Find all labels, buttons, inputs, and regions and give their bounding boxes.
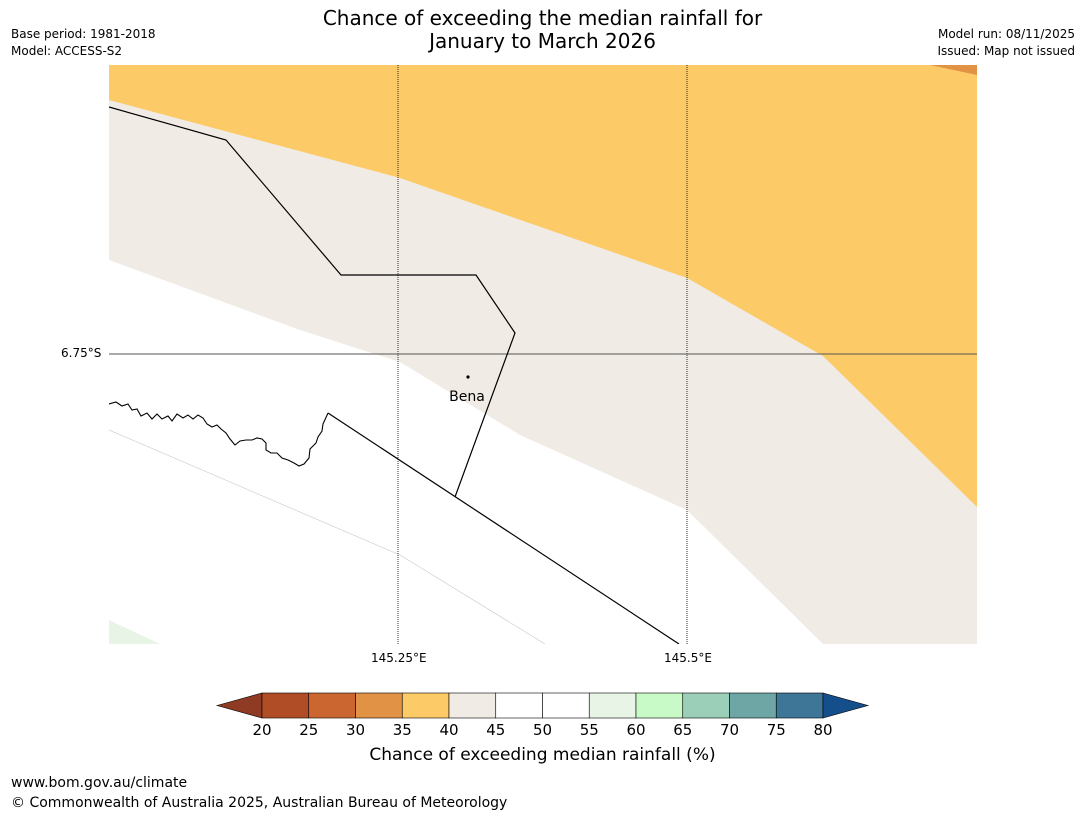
title-line-1: Chance of exceeding the median rainfall …	[322, 6, 763, 30]
region-55-60	[109, 620, 160, 644]
colorbar-tick-label: 40	[439, 721, 458, 739]
lon-label-145-5: 145.5°E	[664, 651, 712, 665]
colorbar-tick-label: 55	[580, 721, 599, 739]
model-run: Model run: 08/11/2025	[937, 27, 1075, 41]
map-area: Bena	[109, 65, 977, 644]
colorbar-label: Chance of exceeding median rainfall (%)	[369, 745, 716, 765]
colorbar-cell	[261, 692, 310, 719]
colorbar-tick-label: 35	[393, 721, 412, 739]
colorbar-tick-label: 50	[533, 721, 552, 739]
colorbar-ticks: 20 25 30 35 40 45 50 55 60 65 70 75 80	[252, 721, 832, 739]
colorbar-cell	[775, 692, 824, 719]
lat-label: 6.75°S	[61, 346, 102, 360]
title-line-2: January to March 2026	[429, 29, 656, 53]
colorbar-tick-label: 45	[486, 721, 505, 739]
region-35-40	[109, 65, 977, 507]
model-name: Model: ACCESS-S2	[11, 44, 123, 58]
footer-copyright: © Commonwealth of Australia 2025, Austra…	[11, 795, 508, 811]
issued-status: Issued: Map not issued	[937, 44, 1075, 58]
lon-label-145-25: 145.25°E	[371, 651, 427, 665]
colorbar-cell	[635, 692, 684, 719]
colorbar-tick-label: 20	[252, 721, 271, 739]
colorbar-tick-label: 80	[813, 721, 832, 739]
colorbar-cell	[308, 692, 356, 719]
province-boundary-south	[327, 412, 680, 644]
colorbar-cell	[495, 692, 543, 719]
river-line	[109, 401, 329, 467]
colorbar-cells	[261, 692, 824, 719]
base-period: Base period: 1981-2018	[11, 27, 156, 41]
colorbar-tick-label: 60	[626, 721, 645, 739]
colorbar-tick-label: 30	[346, 721, 365, 739]
town-marker	[466, 375, 470, 379]
colorbar-cell	[542, 692, 590, 719]
map-title: Chance of exceeding the median rainfall …	[0, 7, 1085, 53]
footer-url: www.bom.gov.au/climate	[11, 775, 188, 791]
meta-right: Model run: 08/11/2025 Issued: Map not is…	[937, 26, 1075, 60]
colorbar-cell	[355, 692, 403, 719]
colorbar-extend-low	[215, 692, 263, 719]
town-label-bena: Bena	[449, 389, 485, 405]
colorbar-tick-label: 75	[767, 721, 786, 739]
colorbar-tick-label: 70	[720, 721, 739, 739]
region-30-35	[930, 65, 977, 75]
colorbar-tick-label: 65	[673, 721, 692, 739]
colorbar-cell	[401, 692, 450, 719]
colorbar-cell	[682, 692, 730, 719]
meta-left: Base period: 1981-2018 Model: ACCESS-S2	[11, 26, 156, 60]
colorbar-cell	[729, 692, 777, 719]
colorbar-tick-label: 25	[299, 721, 318, 739]
colorbar: 20 25 30 35 40 45 50 55 60 65 70 75 80	[215, 692, 870, 739]
colorbar-cell	[588, 692, 637, 719]
colorbar-extend-high	[822, 692, 870, 719]
colorbar-cell	[448, 692, 497, 719]
contour-line	[109, 429, 546, 644]
province-boundary	[109, 106, 516, 498]
